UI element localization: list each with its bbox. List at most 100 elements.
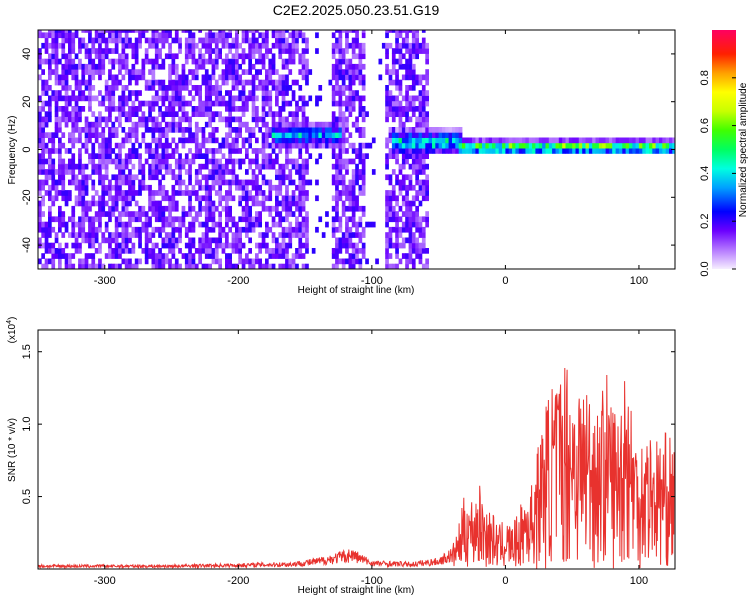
spectrogram-cell xyxy=(311,137,316,144)
spectrogram-cell xyxy=(158,137,162,144)
spectrogram-cell xyxy=(138,242,142,249)
spectrogram-cell xyxy=(669,148,673,154)
spectrogram-cell xyxy=(365,153,369,159)
spectrogram-cell xyxy=(231,137,236,144)
spectrogram-cell xyxy=(38,169,42,175)
spectrogram-cell xyxy=(188,195,192,202)
spectrogram-cell xyxy=(435,148,439,154)
spectrogram-cell xyxy=(391,30,396,33)
spectrogram-cell xyxy=(251,158,256,165)
spectrogram-cell xyxy=(84,258,89,265)
spectrogram-cell xyxy=(281,63,286,70)
spectrogram-cell xyxy=(245,200,249,207)
spectrogram-cell xyxy=(345,226,349,233)
spectrogram-cell xyxy=(331,48,336,54)
spectrogram-cell xyxy=(108,216,112,223)
spectrogram-cell xyxy=(331,121,336,128)
spectrogram-cell xyxy=(275,158,279,165)
spectrogram-cell xyxy=(235,30,239,33)
spectrogram-cell xyxy=(174,148,179,154)
spectrogram-cell xyxy=(151,226,156,233)
spectrogram-cell xyxy=(81,79,86,86)
spectrogram-cell xyxy=(94,95,99,102)
spectrogram-cell xyxy=(54,216,59,223)
spectrogram-cell xyxy=(271,142,276,149)
spectrogram-cell xyxy=(218,195,222,202)
spectrogram-cell xyxy=(108,184,112,191)
spectrogram-cell xyxy=(405,137,409,144)
spectrogram-cell xyxy=(345,95,349,102)
spectrogram-cell xyxy=(51,258,56,265)
spectrogram-cell xyxy=(158,232,162,238)
spectrogram-cell xyxy=(395,253,399,259)
spectrogram-cell xyxy=(74,111,79,117)
spectrogram-cell xyxy=(331,263,336,269)
spectrogram-cell xyxy=(188,121,192,128)
spectrogram-cell xyxy=(265,79,269,86)
spectrogram-cell xyxy=(88,158,92,165)
spectrogram-cell xyxy=(51,30,56,33)
spectrogram-cell xyxy=(411,37,416,44)
spectrogram-cell xyxy=(184,169,189,175)
spectrogram-cell xyxy=(261,174,266,181)
spectrogram-cell xyxy=(231,169,236,175)
spectrogram-cell xyxy=(265,127,269,133)
spectrogram-cell xyxy=(418,116,423,123)
spectrogram-cell xyxy=(235,116,239,123)
spectrogram-cell xyxy=(161,79,166,86)
spectrogram-cell xyxy=(98,163,102,170)
spectrogram-cell xyxy=(268,263,273,269)
spectrogram-cell xyxy=(235,42,239,49)
spectrogram-cell xyxy=(181,142,186,149)
spectrogram-cell xyxy=(64,258,69,265)
spectrogram-cell xyxy=(285,242,289,249)
spectrogram-cell xyxy=(291,90,296,96)
spectrogram-cell xyxy=(411,30,416,33)
spectrogram-cell xyxy=(144,237,149,244)
spectrogram-cell xyxy=(421,48,426,54)
spectrogram-cell xyxy=(201,79,206,86)
spectrogram-cell xyxy=(388,137,393,144)
spectrogram-cell xyxy=(338,242,343,249)
spectrogram-cell xyxy=(405,153,409,159)
spectrogram-cell xyxy=(278,116,283,123)
spectrogram-cell xyxy=(298,248,303,254)
spectrogram-cell xyxy=(532,142,536,149)
spectrogram-cell xyxy=(295,205,299,212)
spectrogram-cell xyxy=(408,116,413,123)
spectrogram-cell xyxy=(101,174,106,181)
spectrogram-cell xyxy=(265,142,269,149)
spectrogram-cell xyxy=(415,205,419,212)
spectrogram-cell xyxy=(298,190,303,196)
spectrogram-cell xyxy=(495,148,500,154)
spectrogram-cell xyxy=(298,95,303,102)
spectrogram-cell xyxy=(221,153,226,159)
spectrogram-cell xyxy=(255,242,259,249)
spectrogram-cell xyxy=(198,63,202,70)
spectrogram-cell xyxy=(218,90,222,96)
spectrogram-cell xyxy=(154,95,159,102)
spectrogram-cell xyxy=(61,248,66,254)
spectrogram-cell xyxy=(178,179,182,186)
spectrogram-cell xyxy=(425,137,429,144)
spectrogram-cell xyxy=(84,95,89,102)
spectrogram-cell xyxy=(78,116,82,123)
spectrogram-cell xyxy=(138,179,142,186)
spectrogram-cell xyxy=(208,195,212,202)
spectrogram-cell xyxy=(91,148,96,154)
spectrogram-cell xyxy=(295,121,299,128)
spectrogram-cell xyxy=(335,195,339,202)
spectrogram-cell xyxy=(131,111,136,117)
spectrogram-cell xyxy=(271,253,276,259)
spectrogram-cell xyxy=(291,163,296,170)
spectrogram-cell xyxy=(321,142,326,149)
spectrogram-cell xyxy=(255,30,259,33)
spectrogram-cell xyxy=(425,111,429,117)
spectrogram-cell xyxy=(141,137,146,144)
spectrogram-cell xyxy=(572,148,576,154)
spectrogram-cell xyxy=(388,79,393,86)
spectrogram-cell xyxy=(388,232,393,238)
spectrogram-cell xyxy=(94,53,99,60)
spectrogram-cell xyxy=(391,169,396,175)
spectrogram-cell xyxy=(418,221,423,228)
